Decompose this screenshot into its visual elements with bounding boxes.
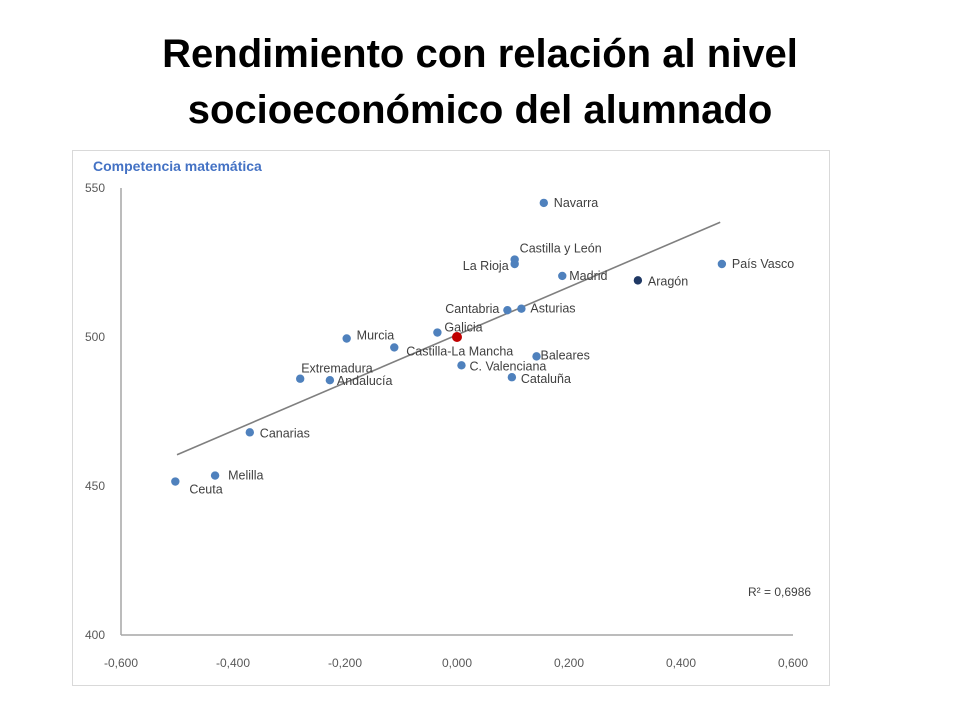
data-point-aragon (633, 276, 643, 285)
data-point-la-rioja (510, 259, 519, 269)
point-label-andalucia: Andalucía (337, 374, 393, 388)
x-tick-label: 0,600 (778, 656, 808, 670)
data-point-galicia (433, 328, 442, 337)
point-label-ceuta: Ceuta (189, 483, 222, 497)
point-label-pais-vasco: País Vasco (732, 257, 794, 271)
data-point-cataluna (507, 373, 517, 382)
data-point-murcia (342, 334, 351, 343)
data-point-madrid (558, 271, 567, 281)
data-point-melilla (210, 471, 220, 480)
data-point-asturias (517, 304, 526, 313)
x-tick-label: -0,200 (328, 656, 362, 670)
point-label-c-valenciana: C. Valenciana (469, 359, 546, 373)
point-label-galicia: Galicia (444, 321, 482, 335)
data-point-baleares (532, 352, 541, 361)
point-label-baleares: Baleares (541, 348, 590, 362)
data-point-c-valenciana (457, 361, 466, 370)
point-label-la-rioja: La Rioja (463, 259, 509, 273)
data-point-cantabria (503, 305, 512, 315)
x-tick-label: -0,400 (216, 656, 250, 670)
data-point-extremadura (296, 374, 305, 383)
data-point-pais-vasco (717, 259, 727, 269)
data-point-navarra (539, 198, 548, 208)
point-label-cataluna: Cataluña (521, 372, 571, 386)
point-label-extremadura: Extremadura (301, 362, 373, 376)
point-label-murcia: Murcia (357, 328, 395, 342)
chart-frame (72, 150, 830, 686)
point-label-navarra: Navarra (554, 196, 599, 210)
point-label-castilla-y-leon: Castilla y León (520, 242, 602, 256)
slide-title-line-1: Rendimiento con relación al nivel (162, 32, 798, 76)
data-point-castilla-la-mancha (390, 343, 399, 352)
data-point-espana (452, 332, 462, 342)
x-tick-label: 0,400 (666, 656, 696, 670)
y-tick-label: 450 (85, 479, 105, 493)
y-tick-label: 500 (85, 330, 105, 344)
point-label-asturias: Asturias (530, 302, 575, 316)
point-label-castilla-la-mancha: Castilla-La Mancha (406, 344, 513, 358)
trendline (176, 221, 721, 456)
point-label-canarias: Canarias (260, 426, 310, 440)
y-tick-label: 400 (85, 628, 105, 642)
r-squared-label: R² = 0,6986 (748, 585, 811, 599)
data-point-andalucia (325, 376, 335, 385)
point-label-melilla: Melilla (228, 469, 263, 483)
point-label-madrid: Madrid (569, 269, 607, 283)
point-label-cantabria: Cantabria (445, 302, 499, 316)
slide-title: Rendimiento con relación al nivel socioe… (0, 26, 960, 138)
y-tick-label: 550 (85, 181, 105, 195)
data-point-ceuta (171, 477, 180, 486)
x-tick-label: 0,000 (442, 656, 472, 670)
data-point-canarias (245, 428, 254, 437)
x-tick-label: 0,200 (554, 656, 584, 670)
x-tick-label: -0,600 (104, 656, 138, 670)
chart-title: Competencia matemática (93, 158, 262, 174)
point-label-aragon: Aragón (648, 274, 688, 288)
slide-title-line-2: socioeconómico del alumnado (187, 88, 773, 132)
